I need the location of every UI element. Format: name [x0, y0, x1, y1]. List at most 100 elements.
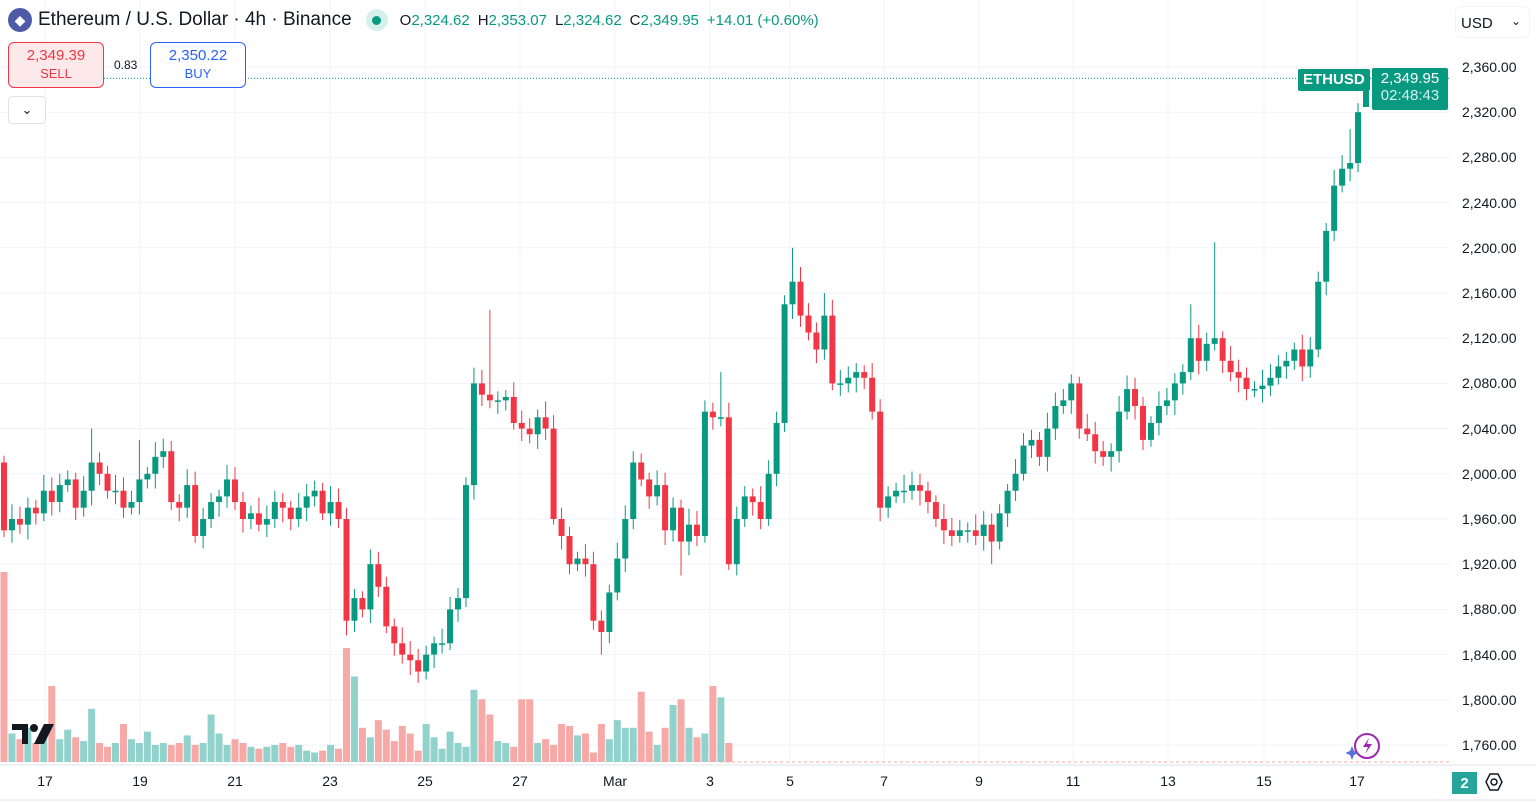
- candle-body: [1339, 168, 1346, 186]
- y-tick: 2,000.00: [1462, 465, 1517, 482]
- symbol-price-label: ETHUSD: [1298, 69, 1370, 91]
- y-tick: 2,040.00: [1462, 420, 1517, 437]
- volume-bar: [143, 731, 151, 762]
- candle-body: [279, 502, 286, 508]
- candle-body: [200, 519, 207, 536]
- volume-bar: [653, 744, 661, 762]
- candle-body: [271, 502, 278, 519]
- candle-body: [152, 456, 159, 474]
- spread-value: 0.83: [114, 58, 138, 72]
- volume-bar: [406, 733, 414, 762]
- volume-bar: [573, 735, 581, 762]
- candle-body: [1331, 185, 1338, 231]
- volume-bar: [550, 744, 558, 762]
- candle-body: [725, 417, 732, 565]
- volume-bar: [390, 741, 398, 762]
- candle-body: [972, 530, 979, 536]
- candle-body: [510, 396, 517, 423]
- volume-bar: [709, 686, 717, 762]
- volume-bar: [127, 739, 135, 762]
- candle-body: [176, 502, 183, 508]
- settings-icon[interactable]: [1484, 772, 1504, 792]
- candle-body: [932, 502, 939, 519]
- buy-label: BUY: [184, 66, 212, 81]
- volume-bar: [669, 705, 677, 762]
- volume-bar: [462, 746, 470, 762]
- volume-bar: [605, 739, 613, 762]
- candle-body: [534, 417, 541, 435]
- candle-body: [678, 507, 685, 542]
- volume-bar: [40, 735, 48, 762]
- candle-body: [1259, 385, 1266, 390]
- buy-price: 2,350.22: [168, 47, 228, 64]
- alerts-count-badge[interactable]: 2: [1452, 772, 1477, 794]
- volume-bar: [271, 744, 279, 762]
- candle-body: [1092, 434, 1099, 452]
- open-value: 2,324.62: [411, 11, 470, 29]
- volume-bar: [231, 739, 239, 762]
- volume-bar: [112, 743, 120, 762]
- candle-body: [216, 496, 223, 503]
- candle-body: [383, 586, 390, 627]
- candle-body: [893, 490, 900, 497]
- x-tick: 13: [1160, 773, 1176, 789]
- y-tick: 1,920.00: [1462, 556, 1517, 573]
- market-status-icon[interactable]: [365, 9, 388, 31]
- candle-body: [1044, 428, 1051, 457]
- y-tick: 2,200.00: [1462, 239, 1517, 256]
- sell-button[interactable]: 2,349.39 SELL: [8, 42, 104, 88]
- candle-body: [861, 372, 868, 378]
- candle-body: [24, 507, 31, 525]
- candle-body: [940, 519, 947, 531]
- chevron-down-icon: ⌄: [1510, 14, 1521, 28]
- candle-body: [1171, 383, 1178, 401]
- candle-body: [582, 558, 589, 565]
- currency-select[interactable]: USD ⌄: [1455, 6, 1530, 38]
- candle-body: [1052, 406, 1059, 429]
- candle-body: [813, 332, 820, 350]
- candle-body: [136, 479, 143, 503]
- volume-bar: [175, 743, 183, 762]
- candle-body: [1275, 366, 1282, 378]
- volume-bar: [677, 699, 685, 762]
- volume-bar: [303, 750, 311, 762]
- candle-body: [877, 411, 884, 508]
- candle-body: [184, 485, 191, 508]
- candle-body: [128, 502, 135, 508]
- candle-body: [614, 558, 621, 593]
- candle-body: [335, 502, 342, 519]
- symbol-title[interactable]: Ethereum / U.S. Dollar · 4h · Binance: [38, 9, 352, 30]
- candle-body: [1060, 400, 1067, 406]
- volume-bar: [589, 752, 597, 762]
- high-label: H: [477, 11, 489, 29]
- candle-body: [948, 530, 955, 536]
- volume-bar: [80, 741, 88, 762]
- buy-button[interactable]: 2,350.22 BUY: [150, 42, 246, 88]
- collapse-legend-button[interactable]: ⌄: [8, 96, 46, 124]
- volume-bar: [542, 739, 550, 762]
- candle-body: [1195, 338, 1202, 361]
- candle-body: [717, 417, 724, 419]
- candle-body: [622, 519, 629, 559]
- volume-bar: [223, 744, 231, 762]
- candle-body: [144, 473, 151, 480]
- x-tick: 3: [706, 773, 714, 789]
- x-tick: 27: [512, 773, 528, 789]
- tradingview-logo[interactable]: [12, 722, 54, 746]
- lightning-icon[interactable]: [1346, 732, 1382, 762]
- x-tick: 23: [322, 773, 338, 789]
- volume-bar: [581, 733, 589, 762]
- candle-body: [367, 564, 374, 610]
- candle-body: [654, 485, 661, 497]
- candle-body: [1347, 163, 1354, 169]
- candle-body: [590, 564, 597, 621]
- candle-body: [885, 496, 892, 508]
- y-tick: 2,160.00: [1462, 285, 1517, 301]
- candle-body: [869, 377, 876, 412]
- candle-body: [909, 485, 916, 491]
- candle-body: [40, 490, 47, 514]
- candle-body: [1163, 400, 1170, 406]
- candle-body: [1315, 281, 1322, 350]
- candle-body: [797, 281, 804, 316]
